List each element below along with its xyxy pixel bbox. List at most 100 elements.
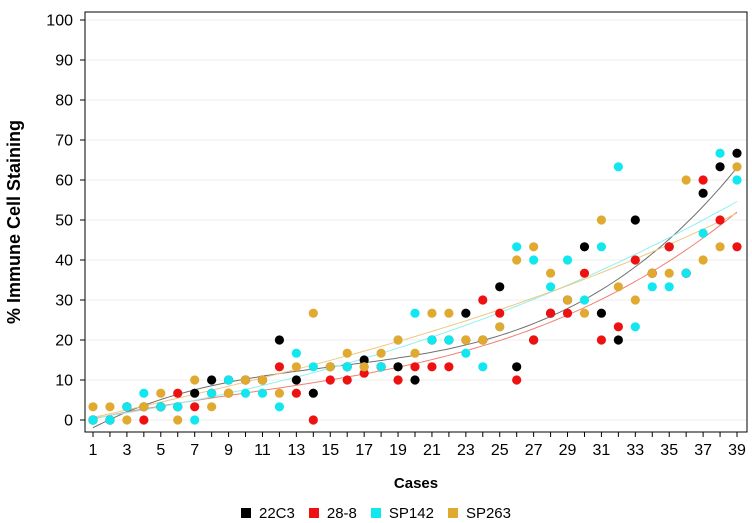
y-tick-label: 10 xyxy=(55,373,73,390)
legend-label: 28-8 xyxy=(326,504,357,522)
trend-line-SP263 xyxy=(92,212,738,418)
legend-swatch xyxy=(370,508,381,518)
y-tick-label: 0 xyxy=(64,413,73,430)
data-point-28-8 xyxy=(274,362,285,372)
data-point-SP263 xyxy=(613,282,623,292)
x-tick-label: 25 xyxy=(491,442,509,459)
data-point-SP263 xyxy=(139,402,149,412)
data-point-SP142 xyxy=(444,335,454,345)
data-point-SP263 xyxy=(257,375,268,385)
data-point-SP142 xyxy=(630,322,640,332)
data-point-28-8 xyxy=(325,375,335,385)
data-point-28-8 xyxy=(562,308,573,318)
data-point-22C3 xyxy=(359,355,369,365)
y-tick-label: 50 xyxy=(55,213,73,230)
data-point-SP142 xyxy=(732,175,742,185)
x-axis-label: Cases xyxy=(394,475,438,492)
data-point-22C3 xyxy=(512,362,522,372)
data-point-28-8 xyxy=(342,375,352,385)
y-tick-label: 80 xyxy=(55,93,73,110)
data-point-SP142 xyxy=(207,388,217,398)
data-point-SP142 xyxy=(427,335,437,345)
data-point-SP263 xyxy=(308,308,318,318)
data-point-22C3 xyxy=(291,375,301,385)
trend-lines xyxy=(92,167,738,429)
data-point-22C3 xyxy=(393,362,403,372)
data-point-28-8 xyxy=(139,415,149,425)
y-axis: 0 10 20 30 40 50 60 70 80 90 100 xyxy=(46,13,85,430)
data-point-SP263 xyxy=(274,388,285,398)
legend: 22C3 28-8 SP142 SP263 xyxy=(0,503,752,523)
data-point-22C3 xyxy=(715,162,725,172)
data-point-SP263 xyxy=(240,375,251,385)
data-point-28-8 xyxy=(715,215,725,225)
data-point-28-8 xyxy=(359,368,369,378)
data-point-SP142 xyxy=(579,295,590,305)
data-point-SP263 xyxy=(545,268,556,278)
data-point-22C3 xyxy=(495,282,505,292)
data-point-SP263 xyxy=(173,415,183,425)
data-point-SP142 xyxy=(562,255,573,265)
x-tick-label: 13 xyxy=(287,442,305,459)
data-point-28-8 xyxy=(545,308,556,318)
x-tick-label: 7 xyxy=(190,442,199,459)
data-point-28-8 xyxy=(613,322,623,332)
data-point-SP263 xyxy=(325,362,335,372)
legend-swatch xyxy=(447,508,458,518)
y-axis-label: % Immune Cell Staining xyxy=(4,120,24,324)
data-point-SP142 xyxy=(257,388,268,398)
data-point-28-8 xyxy=(427,362,437,372)
data-point-SP142 xyxy=(478,362,488,372)
legend-label: SP142 xyxy=(388,504,434,522)
y-tick-label: 100 xyxy=(46,13,73,30)
x-tick-label: 17 xyxy=(355,442,373,459)
x-tick-label: 23 xyxy=(457,442,475,459)
x-tick-label: 11 xyxy=(254,442,271,459)
x-tick-label: 21 xyxy=(423,442,441,459)
data-point-SP263 xyxy=(715,242,725,252)
data-point-SP263 xyxy=(562,295,573,305)
trend-line-22C3 xyxy=(92,167,738,429)
data-point-22C3 xyxy=(732,148,742,158)
data-point-22C3 xyxy=(579,242,590,252)
data-point-SP263 xyxy=(630,295,640,305)
data-point-SP142 xyxy=(715,148,725,158)
trend-line-SP142 xyxy=(92,201,738,419)
data-point-22C3 xyxy=(190,388,200,398)
data-point-SP263 xyxy=(410,348,420,358)
data-point-SP142 xyxy=(410,308,420,318)
data-point-SP263 xyxy=(444,308,454,318)
data-point-SP142 xyxy=(376,362,386,372)
data-point-SP263 xyxy=(190,375,200,385)
x-tick-label: 35 xyxy=(660,442,678,459)
data-point-SP263 xyxy=(664,268,674,278)
data-point-SP263 xyxy=(122,415,132,425)
data-point-22C3 xyxy=(698,188,708,198)
data-point-SP142 xyxy=(122,402,132,412)
data-point-SP142 xyxy=(529,255,539,265)
x-tick-label: 33 xyxy=(626,442,644,459)
y-tick-label: 30 xyxy=(55,293,73,310)
data-point-SP142 xyxy=(613,162,623,172)
data-point-SP263 xyxy=(512,255,522,265)
data-point-SP142 xyxy=(139,388,149,398)
data-point-SP263 xyxy=(359,362,369,372)
data-point-22C3 xyxy=(630,215,640,225)
x-tick-label: 1 xyxy=(89,442,98,459)
data-point-22C3 xyxy=(274,335,285,345)
x-axis: 1 3 5 7 9 11 13 15 17 19 21 23 25 27 29 31 33 35 37 39 xyxy=(89,432,746,459)
x-tick-label: 31 xyxy=(593,442,611,459)
data-point-SP142 xyxy=(173,402,183,412)
data-point-28-8 xyxy=(308,415,318,425)
legend-swatch xyxy=(241,508,251,518)
data-point-28-8 xyxy=(512,375,522,385)
data-point-28-8 xyxy=(732,242,742,252)
data-point-28-8 xyxy=(410,362,420,372)
data-point-SP142 xyxy=(461,348,471,358)
data-point-SP142 xyxy=(342,362,352,372)
legend-item-SP142: SP142 xyxy=(370,504,434,522)
data-point-28-8 xyxy=(190,402,200,412)
data-point-SP142 xyxy=(291,348,301,358)
legend-label: 22C3 xyxy=(259,504,295,522)
